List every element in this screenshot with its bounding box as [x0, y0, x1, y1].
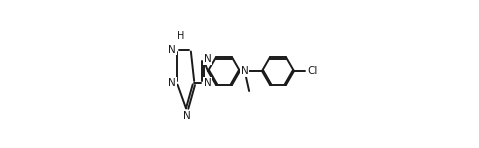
Text: Cl: Cl — [308, 66, 318, 76]
Text: N: N — [169, 78, 176, 88]
Text: N: N — [204, 78, 212, 88]
Text: N: N — [183, 111, 191, 121]
Text: N: N — [241, 66, 249, 76]
Text: N: N — [204, 54, 212, 64]
Text: N: N — [169, 45, 176, 55]
Text: H: H — [177, 31, 184, 41]
